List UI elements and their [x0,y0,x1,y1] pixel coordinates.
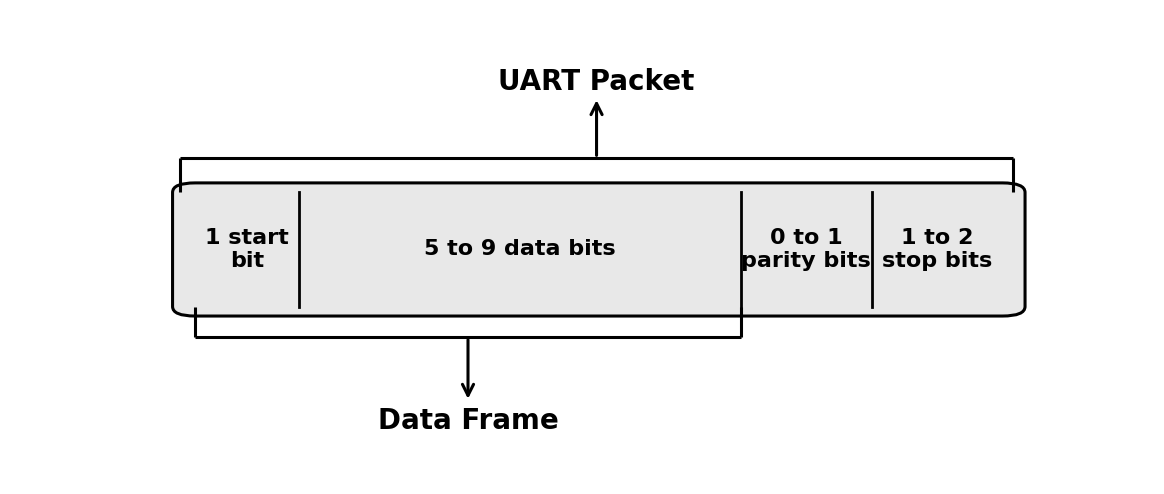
Text: 1 start
bit: 1 start bit [205,228,289,271]
Text: 5 to 9 data bits: 5 to 9 data bits [424,240,616,259]
FancyBboxPatch shape [172,183,1025,316]
Text: Data Frame: Data Frame [377,407,559,435]
Text: 0 to 1
parity bits: 0 to 1 parity bits [741,228,871,271]
Text: UART Packet: UART Packet [498,68,695,96]
Text: 1 to 2
stop bits: 1 to 2 stop bits [882,228,992,271]
